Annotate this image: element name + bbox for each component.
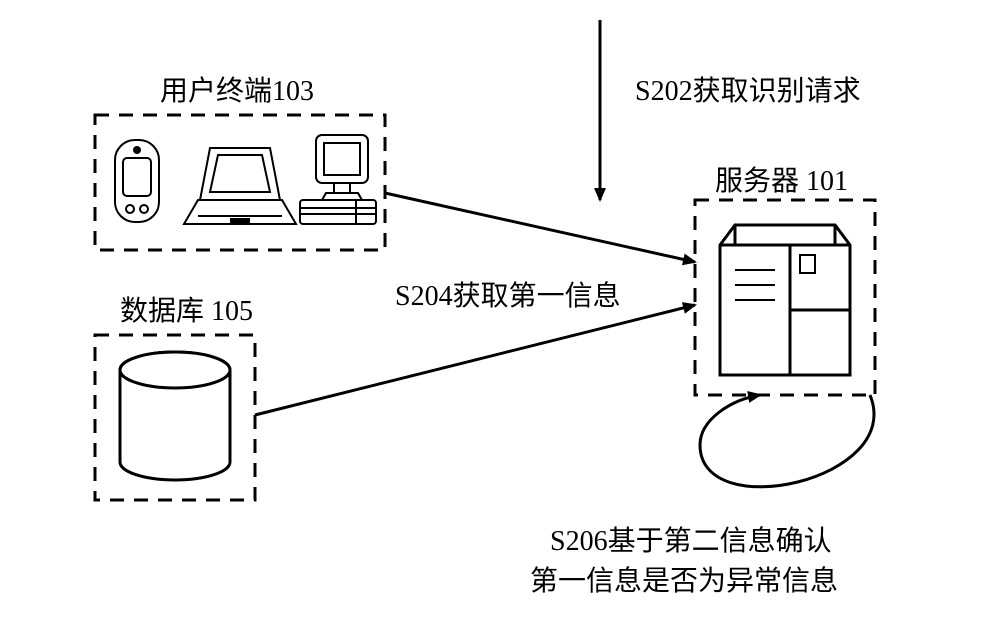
- s202-annotation: S202获取识别请求: [635, 75, 861, 107]
- server-label: 服务器 101: [715, 165, 848, 197]
- terminal-label: 用户终端103: [160, 75, 314, 107]
- arrow-s204-database: [255, 305, 695, 415]
- desktop-icon: [300, 135, 376, 224]
- database-label: 数据库 105: [120, 295, 253, 327]
- laptop-icon: [184, 148, 296, 224]
- arrow-s204-terminal: [385, 193, 695, 262]
- arrow-s206-loop: [700, 395, 874, 487]
- phone-icon: [115, 140, 159, 222]
- database-icon: [120, 352, 230, 480]
- server-icon: [720, 225, 850, 375]
- s206-annotation-line2: 第一信息是否为异常信息: [530, 565, 838, 597]
- s206-annotation-line1: S206基于第二信息确认: [550, 525, 832, 557]
- s204-annotation: S204获取第一信息: [395, 280, 621, 312]
